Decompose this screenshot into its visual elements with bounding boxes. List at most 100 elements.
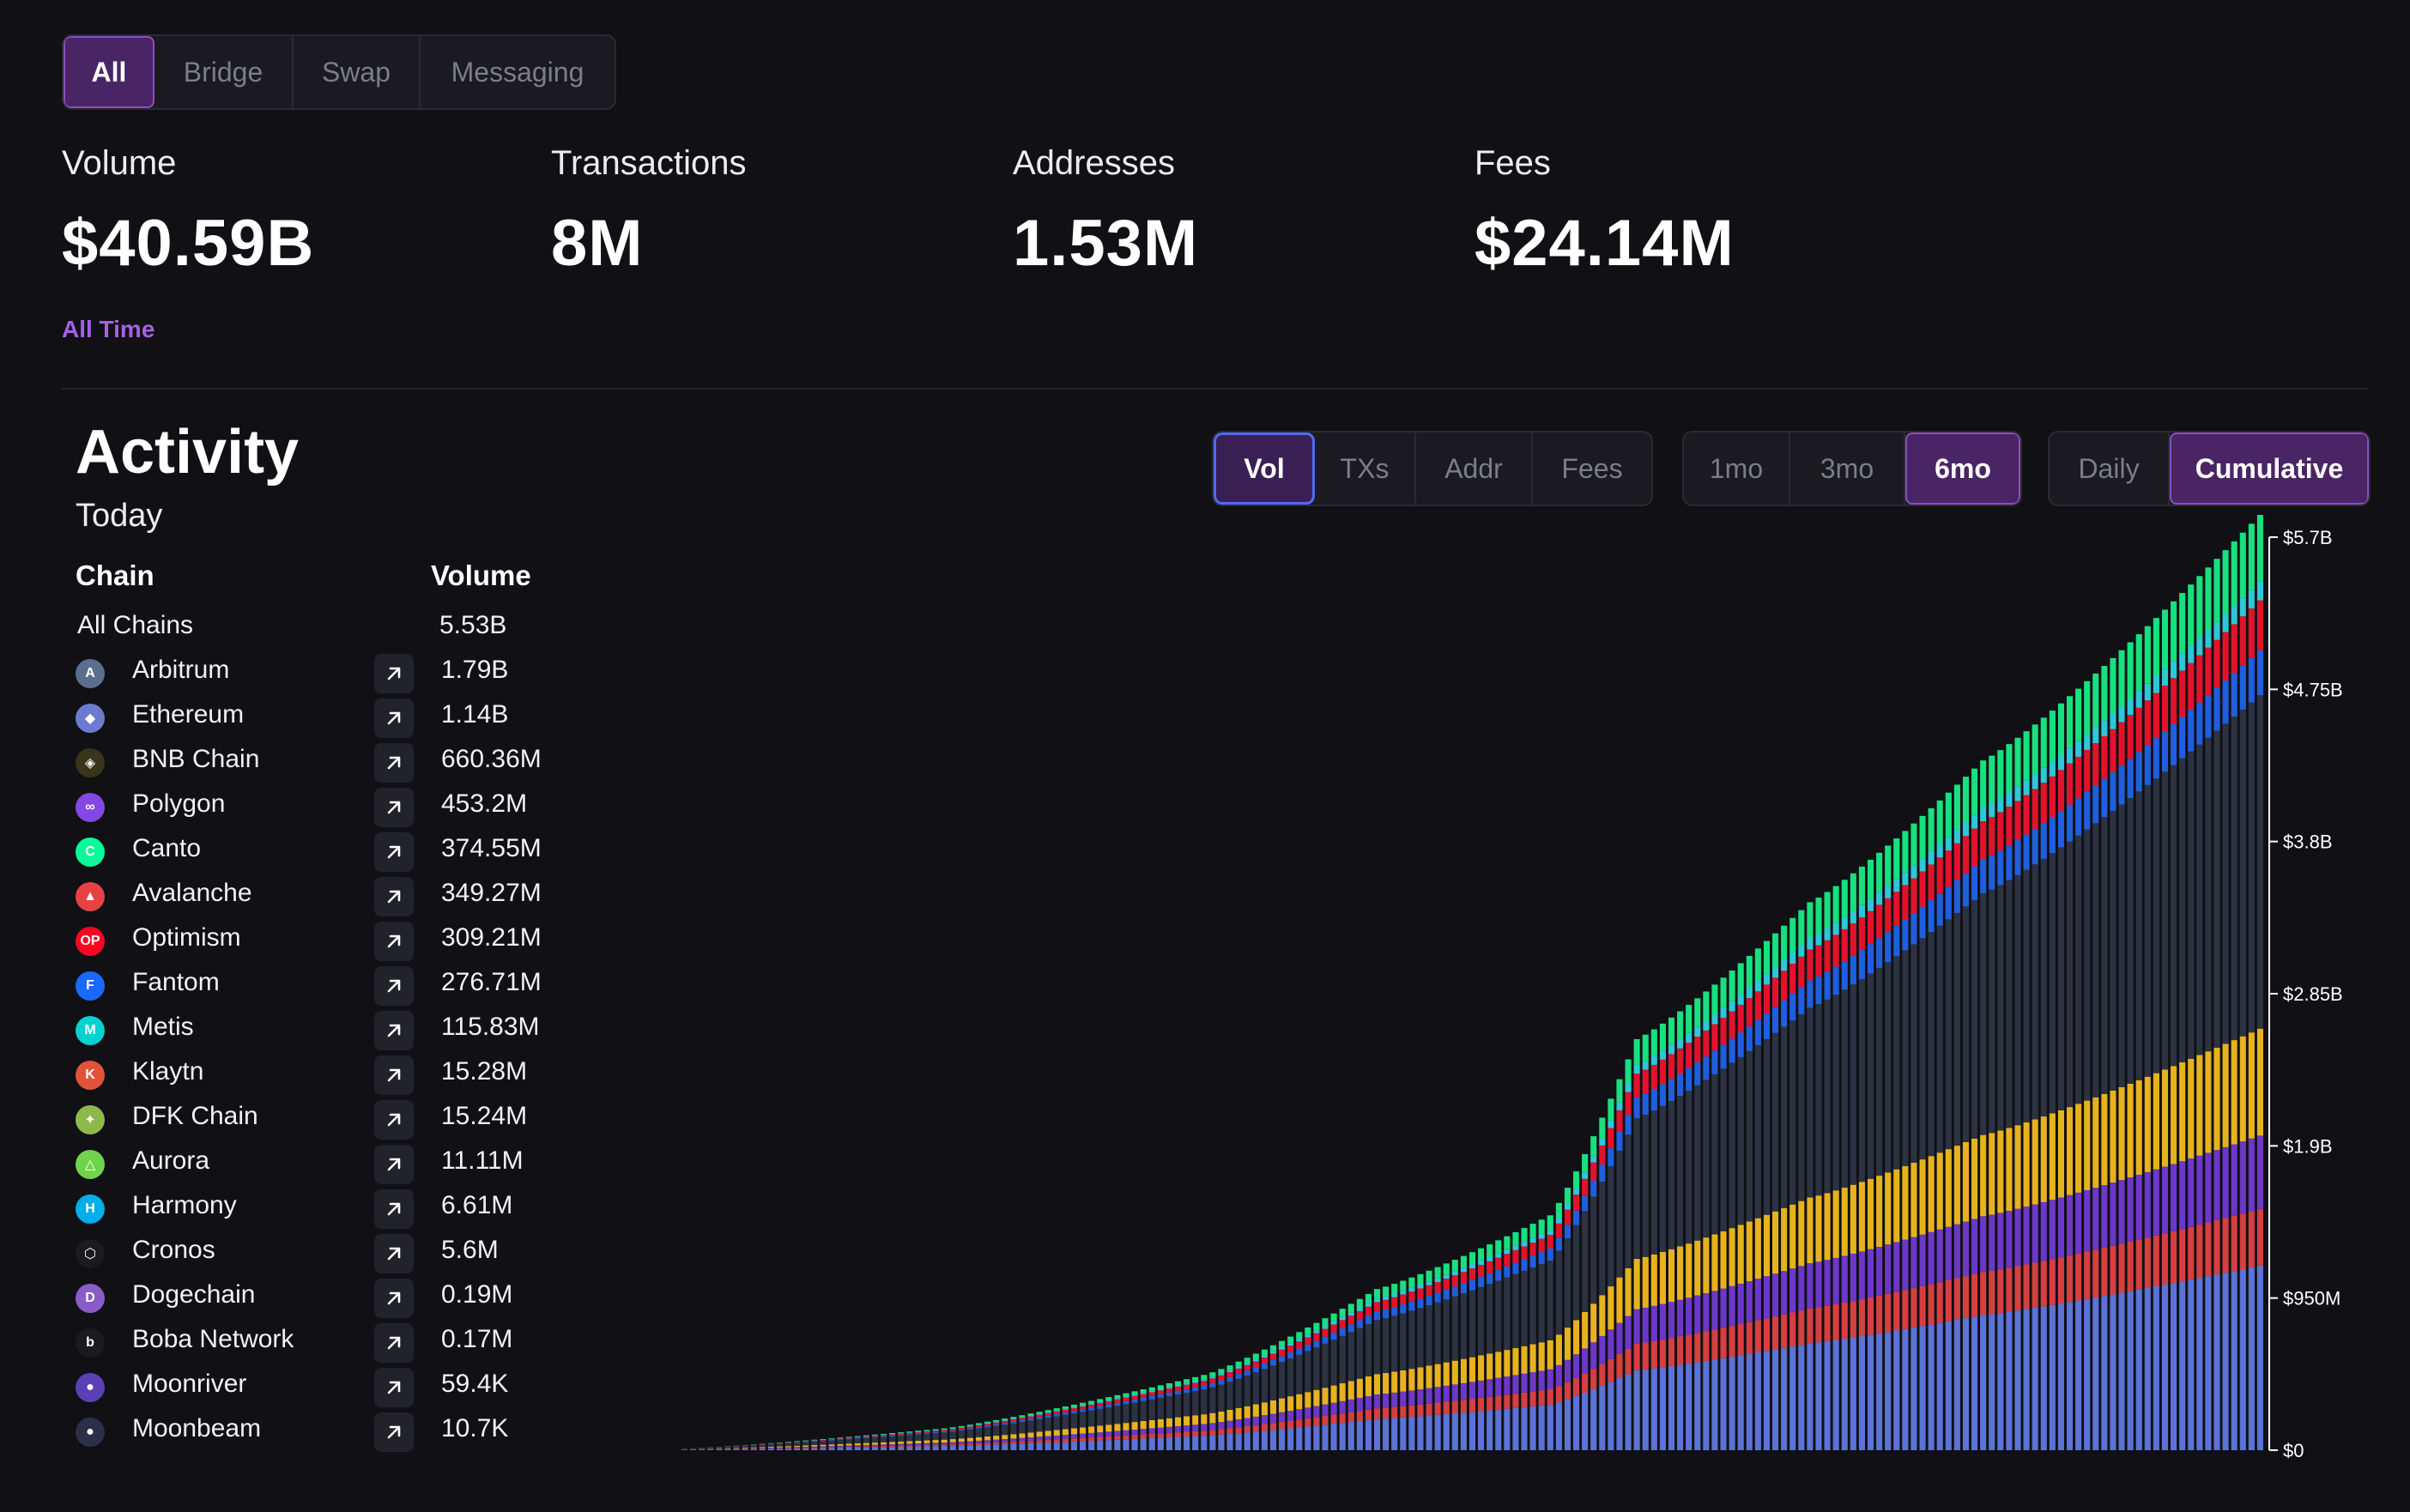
bar-segment-avalanche <box>993 1442 1000 1445</box>
external-link-icon[interactable] <box>374 832 414 872</box>
metric-addr[interactable]: Addr <box>1416 432 1533 505</box>
bar-segment-optimism <box>1555 1223 1562 1238</box>
bar-segment-arbitrum <box>1339 1335 1346 1383</box>
bar-segment-metis <box>2153 675 2159 693</box>
chain-name: Boba Network <box>132 1325 294 1353</box>
bar-segment-metis <box>958 1427 965 1428</box>
chain-value: 309.21M <box>441 923 542 952</box>
period-link[interactable]: All Time <box>62 316 155 342</box>
mode-cumulative[interactable]: Cumulative <box>2170 432 2369 505</box>
range-6mo[interactable]: 6mo <box>1905 432 2020 505</box>
bar-segment-arbitrum <box>1772 1032 1779 1212</box>
bar-segment-avalanche <box>1616 1353 1623 1378</box>
external-link-icon[interactable] <box>374 1323 414 1363</box>
bar-segment-metis <box>1902 872 1909 886</box>
bar-segment-fantom <box>1919 906 1926 939</box>
chain-value: 5.53B <box>439 611 507 639</box>
bar-segment-avalanche <box>1434 1402 1441 1415</box>
bar-segment-canto <box>1720 977 1727 1008</box>
bar-segment-arbitrum <box>1002 1424 1008 1436</box>
metric-vol[interactable]: Vol <box>1214 432 1315 505</box>
bar-segment-ethereum <box>2171 1283 2177 1450</box>
external-link-icon[interactable] <box>374 966 414 1006</box>
bar-segment-avalanche <box>1166 1432 1172 1438</box>
external-link-icon[interactable] <box>374 1368 414 1407</box>
bar-segment-fantom <box>1538 1252 1545 1265</box>
bar-segment-metis <box>1590 1155 1597 1163</box>
bar-segment-ethereum <box>1157 1437 1164 1450</box>
bar-segment-polygon <box>1140 1429 1147 1435</box>
tab-swap[interactable]: Swap <box>294 36 421 108</box>
range-3mo[interactable]: 3mo <box>1790 432 1905 505</box>
chain-row: A Arbitrum 1.79B <box>76 652 565 697</box>
external-link-icon[interactable] <box>374 654 414 693</box>
bar-segment-canto <box>1876 852 1883 892</box>
range-1mo[interactable]: 1mo <box>1684 432 1790 505</box>
bar-segment-bnb-chain <box>1002 1435 1008 1440</box>
bar-segment-fantom <box>1400 1304 1407 1314</box>
bar-segment-bnb-chain <box>1703 1237 1710 1294</box>
bar-segment-arbitrum <box>1590 1196 1597 1304</box>
bar-segment-ethereum <box>2040 1306 2047 1450</box>
bar-segment-fantom <box>1235 1374 1242 1379</box>
external-link-icon[interactable] <box>374 699 414 738</box>
bar-segment-ethereum <box>941 1446 948 1450</box>
mode-daily[interactable]: Daily <box>2050 432 2170 505</box>
bar-segment-metis <box>2101 720 2108 736</box>
bar-segment-canto <box>966 1424 973 1426</box>
bar-segment-ethereum <box>881 1447 887 1450</box>
bar-segment-ethereum <box>1590 1388 1597 1450</box>
bar-segment-optimism <box>1876 904 1883 939</box>
bar-segment-ethereum <box>1529 1406 1536 1450</box>
bar-segment-canto <box>1201 1375 1208 1380</box>
bar-segment-canto <box>1555 1202 1562 1219</box>
metric-fees[interactable]: Fees <box>1561 452 1623 484</box>
bar-segment-bnb-chain <box>1235 1407 1242 1420</box>
transactions-label: Transactions <box>551 144 747 182</box>
external-link-icon[interactable] <box>374 743 414 783</box>
bar-segment-polygon <box>2006 1211 2013 1268</box>
bar-segment-avalanche <box>1841 1303 1848 1340</box>
bar-segment-canto <box>1261 1349 1268 1356</box>
bar-segment-ethereum <box>1088 1440 1095 1450</box>
bar-segment-fantom <box>1305 1344 1311 1352</box>
bar-segment-ethereum <box>1686 1363 1692 1450</box>
bar-segment-metis <box>1547 1230 1553 1236</box>
metric-txs[interactable]: TXs <box>1315 432 1416 505</box>
bar-segment-avalanche <box>1659 1340 1666 1368</box>
bar-segment-fantom <box>966 1428 973 1430</box>
bar-segment-arbitrum <box>750 1445 757 1448</box>
bar-segment-optimism <box>1088 1404 1095 1408</box>
bar-segment-metis <box>1269 1351 1277 1354</box>
bar-segment-bnb-chain <box>1495 1352 1502 1378</box>
tab-bridge[interactable]: Bridge <box>154 36 294 108</box>
external-link-icon[interactable] <box>374 1011 414 1050</box>
external-link-icon[interactable] <box>374 1055 414 1095</box>
bar-segment-polygon <box>1980 1216 1987 1273</box>
external-link-icon[interactable] <box>374 788 414 827</box>
bar-segment-arbitrum <box>785 1443 792 1447</box>
external-link-icon[interactable] <box>374 1412 414 1452</box>
bar-segment-ethereum <box>1953 1319 1960 1450</box>
external-link-icon[interactable] <box>374 877 414 916</box>
bar-segment-polygon <box>1555 1364 1562 1387</box>
external-link-icon[interactable] <box>374 922 414 961</box>
bar-segment-arbitrum <box>2032 864 2038 1120</box>
bar-segment-ethereum <box>1383 1418 1390 1450</box>
bar-segment-fantom <box>1468 1279 1476 1291</box>
tab-all[interactable]: All <box>64 36 154 108</box>
external-link-icon[interactable] <box>374 1145 414 1184</box>
bar-segment-canto <box>871 1434 879 1436</box>
bar-segment-ethereum <box>1062 1442 1069 1450</box>
tab-messaging[interactable]: Messaging <box>451 56 584 88</box>
bar-segment-canto <box>1279 1340 1286 1347</box>
bar-segment-canto <box>1512 1231 1519 1246</box>
bar-segment-arbitrum <box>949 1431 956 1440</box>
external-link-icon[interactable] <box>374 1234 414 1273</box>
external-link-icon[interactable] <box>374 1100 414 1140</box>
external-link-icon[interactable] <box>374 1189 414 1229</box>
external-link-icon[interactable] <box>374 1279 414 1318</box>
bar-segment-metis <box>2171 661 2177 679</box>
bar-segment-fantom <box>1070 1411 1078 1414</box>
bar-segment-avalanche <box>1460 1400 1467 1413</box>
